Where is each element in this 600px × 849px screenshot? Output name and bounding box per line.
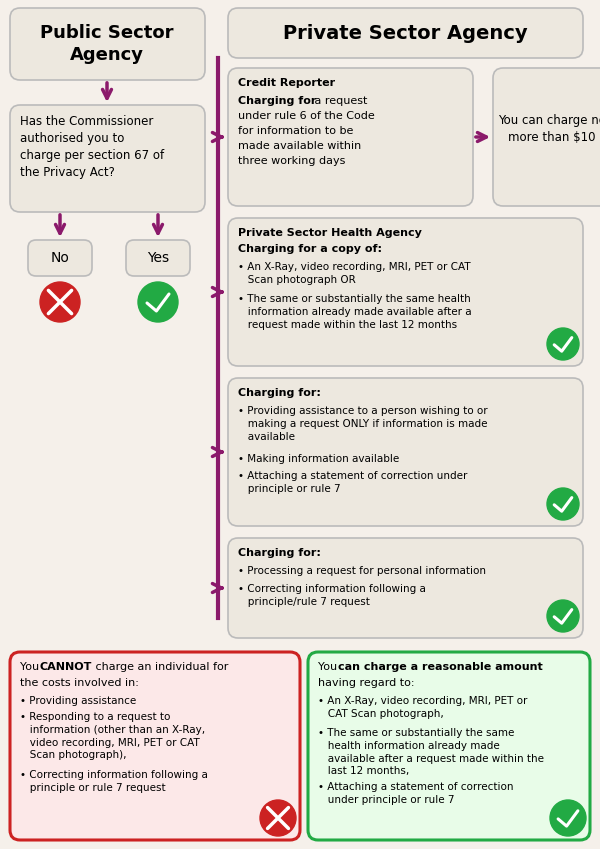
- Circle shape: [547, 328, 579, 360]
- Text: having regard to:: having regard to:: [318, 678, 415, 688]
- FancyBboxPatch shape: [308, 652, 590, 840]
- Text: You: You: [318, 662, 341, 672]
- Text: No: No: [50, 251, 70, 265]
- Text: Charging for: Charging for: [238, 96, 316, 106]
- Text: Private Sector Health Agency: Private Sector Health Agency: [238, 228, 422, 238]
- FancyBboxPatch shape: [228, 218, 583, 366]
- FancyBboxPatch shape: [10, 8, 205, 80]
- Text: Charging for:: Charging for:: [238, 548, 321, 558]
- Text: a request: a request: [311, 96, 367, 106]
- Text: three working days: three working days: [238, 156, 346, 166]
- Text: • Attaching a statement of correction under
   principle or rule 7: • Attaching a statement of correction un…: [238, 471, 467, 494]
- Circle shape: [547, 488, 579, 520]
- Text: the costs involved in:: the costs involved in:: [20, 678, 139, 688]
- Text: • Providing assistance: • Providing assistance: [20, 696, 136, 706]
- FancyBboxPatch shape: [228, 538, 583, 638]
- Text: • Responding to a request to
   information (other than an X-Ray,
   video recor: • Responding to a request to information…: [20, 712, 205, 761]
- Text: You can charge no
more than $10: You can charge no more than $10: [498, 114, 600, 144]
- FancyBboxPatch shape: [10, 652, 300, 840]
- Text: • The same or substantially the same health
   information already made availabl: • The same or substantially the same hea…: [238, 294, 472, 329]
- Text: under rule 6 of the Code: under rule 6 of the Code: [238, 111, 375, 121]
- FancyBboxPatch shape: [228, 378, 583, 526]
- Text: Public Sector
Agency: Public Sector Agency: [40, 24, 174, 65]
- Text: You: You: [20, 662, 43, 672]
- FancyBboxPatch shape: [493, 68, 600, 206]
- Text: charge an individual for: charge an individual for: [92, 662, 229, 672]
- Text: Charging for a copy of:: Charging for a copy of:: [238, 244, 382, 254]
- Text: • Providing assistance to a person wishing to or
   making a request ONLY if inf: • Providing assistance to a person wishi…: [238, 406, 488, 441]
- Text: Credit Reporter: Credit Reporter: [238, 78, 335, 88]
- Text: can charge a reasonable amount: can charge a reasonable amount: [338, 662, 543, 672]
- Text: • An X-Ray, video recording, MRI, PET or
   CAT Scan photograph,: • An X-Ray, video recording, MRI, PET or…: [318, 696, 527, 719]
- FancyBboxPatch shape: [228, 68, 473, 206]
- Text: • Processing a request for personal information: • Processing a request for personal info…: [238, 566, 486, 576]
- Text: • Attaching a statement of correction
   under principle or rule 7: • Attaching a statement of correction un…: [318, 782, 514, 805]
- Text: for information to be: for information to be: [238, 126, 353, 136]
- Circle shape: [547, 600, 579, 632]
- FancyBboxPatch shape: [126, 240, 190, 276]
- Text: • Making information available: • Making information available: [238, 454, 399, 464]
- Circle shape: [40, 282, 80, 322]
- Text: • Correcting information following a
   principle/rule 7 request: • Correcting information following a pri…: [238, 584, 426, 607]
- Text: made available within: made available within: [238, 141, 361, 151]
- Circle shape: [138, 282, 178, 322]
- Text: Private Sector Agency: Private Sector Agency: [283, 24, 527, 42]
- Circle shape: [550, 800, 586, 836]
- Text: Yes: Yes: [147, 251, 169, 265]
- Text: • An X-Ray, video recording, MRI, PET or CAT
   Scan photograph OR: • An X-Ray, video recording, MRI, PET or…: [238, 262, 470, 284]
- Text: CANNOT: CANNOT: [40, 662, 92, 672]
- FancyBboxPatch shape: [228, 8, 583, 58]
- FancyBboxPatch shape: [28, 240, 92, 276]
- Circle shape: [260, 800, 296, 836]
- Text: • The same or substantially the same
   health information already made
   avail: • The same or substantially the same hea…: [318, 728, 544, 776]
- FancyBboxPatch shape: [10, 105, 205, 212]
- Text: Charging for:: Charging for:: [238, 388, 321, 398]
- Text: Has the Commissioner
authorised you to
charge per section 67 of
the Privacy Act?: Has the Commissioner authorised you to c…: [20, 115, 164, 179]
- Text: • Correcting information following a
   principle or rule 7 request: • Correcting information following a pri…: [20, 770, 208, 793]
